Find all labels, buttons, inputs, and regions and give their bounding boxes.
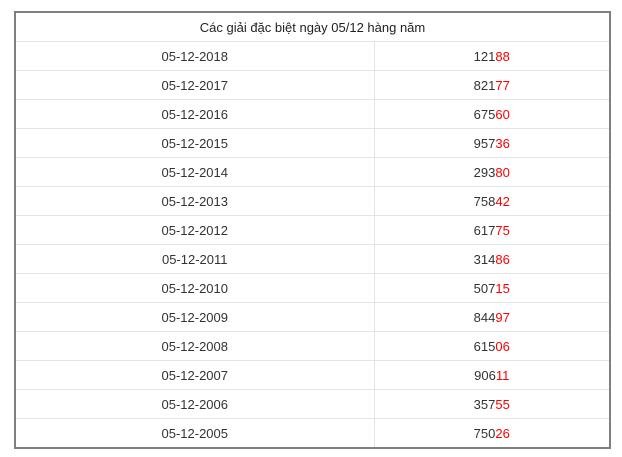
prize-suffix: 80: [495, 164, 510, 180]
prize-cell: 61506: [373, 331, 611, 361]
prize-prefix: 507: [473, 280, 496, 296]
table-row: 05-12-2007 90611: [14, 360, 611, 390]
prize-suffix: 88: [495, 48, 510, 64]
prize-cell: 35755: [373, 389, 611, 419]
table-header-row: Các giải đặc biệt ngày 05/12 hàng năm: [14, 11, 611, 42]
date-cell: 05-12-2011: [14, 244, 375, 274]
date-cell: 05-12-2008: [14, 331, 375, 361]
prize-suffix: 86: [495, 251, 510, 267]
date-cell: 05-12-2005: [14, 418, 375, 449]
prize-prefix: 293: [473, 164, 496, 180]
table-row: 05-12-2010 50715: [14, 273, 611, 303]
table-row: 05-12-2008 61506: [14, 331, 611, 361]
prize-cell: 82177: [373, 70, 611, 100]
table-row: 05-12-2011 31486: [14, 244, 611, 274]
table-row: 05-12-2005 75026: [14, 418, 611, 449]
prize-cell: 12188: [373, 41, 611, 71]
prize-cell: 61775: [373, 215, 611, 245]
prize-cell: 95736: [373, 128, 611, 158]
date-cell: 05-12-2009: [14, 302, 375, 332]
prize-suffix: 97: [495, 309, 510, 325]
table-row: 05-12-2013 75842: [14, 186, 611, 216]
prize-prefix: 617: [473, 222, 496, 238]
table-row: 05-12-2006 35755: [14, 389, 611, 419]
date-cell: 05-12-2010: [14, 273, 375, 303]
prize-suffix: 26: [495, 425, 510, 441]
prize-prefix: 906: [474, 367, 496, 383]
table-row: 05-12-2017 82177: [14, 70, 611, 100]
table-body: 05-12-2018 12188 05-12-2017 82177 05-12-…: [14, 41, 611, 449]
prize-prefix: 615: [473, 338, 496, 354]
date-cell: 05-12-2007: [14, 360, 375, 390]
special-prizes-table-container: Các giải đặc biệt ngày 05/12 hàng năm 05…: [14, 11, 611, 449]
table-row: 05-12-2012 61775: [14, 215, 611, 245]
date-cell: 05-12-2017: [14, 70, 375, 100]
date-cell: 05-12-2014: [14, 157, 375, 187]
prize-cell: 84497: [373, 302, 611, 332]
table-title: Các giải đặc biệt ngày 05/12 hàng năm: [14, 11, 611, 42]
prize-prefix: 821: [473, 77, 496, 93]
prize-cell: 29380: [373, 157, 611, 187]
date-cell: 05-12-2006: [14, 389, 375, 419]
table-row: 05-12-2016 67560: [14, 99, 611, 129]
prize-suffix: 60: [495, 106, 510, 122]
prize-suffix: 77: [495, 77, 510, 93]
prize-suffix: 11: [495, 367, 510, 383]
prize-cell: 75026: [373, 418, 611, 449]
table-row: 05-12-2009 84497: [14, 302, 611, 332]
prize-cell: 90611: [373, 360, 611, 390]
prize-prefix: 844: [473, 309, 496, 325]
prize-cell: 75842: [373, 186, 611, 216]
date-cell: 05-12-2016: [14, 99, 375, 129]
prize-suffix: 15: [495, 280, 510, 296]
prize-prefix: 314: [473, 251, 496, 267]
date-cell: 05-12-2018: [14, 41, 375, 71]
prize-prefix: 758: [473, 193, 496, 209]
prize-prefix: 675: [473, 106, 496, 122]
prize-suffix: 42: [495, 193, 510, 209]
prize-cell: 50715: [373, 273, 611, 303]
table-row: 05-12-2014 29380: [14, 157, 611, 187]
table-row: 05-12-2018 12188: [14, 41, 611, 71]
prize-prefix: 750: [473, 425, 496, 441]
date-cell: 05-12-2013: [14, 186, 375, 216]
special-prizes-table: Các giải đặc biệt ngày 05/12 hàng năm 05…: [14, 11, 611, 449]
date-cell: 05-12-2015: [14, 128, 375, 158]
date-cell: 05-12-2012: [14, 215, 375, 245]
table-row: 05-12-2015 95736: [14, 128, 611, 158]
prize-prefix: 357: [473, 396, 496, 412]
prize-suffix: 75: [495, 222, 510, 238]
prize-suffix: 06: [495, 338, 510, 354]
prize-suffix: 36: [495, 135, 510, 151]
prize-cell: 31486: [373, 244, 611, 274]
prize-prefix: 957: [473, 135, 496, 151]
prize-cell: 67560: [373, 99, 611, 129]
prize-prefix: 121: [473, 48, 496, 64]
prize-suffix: 55: [495, 396, 510, 412]
